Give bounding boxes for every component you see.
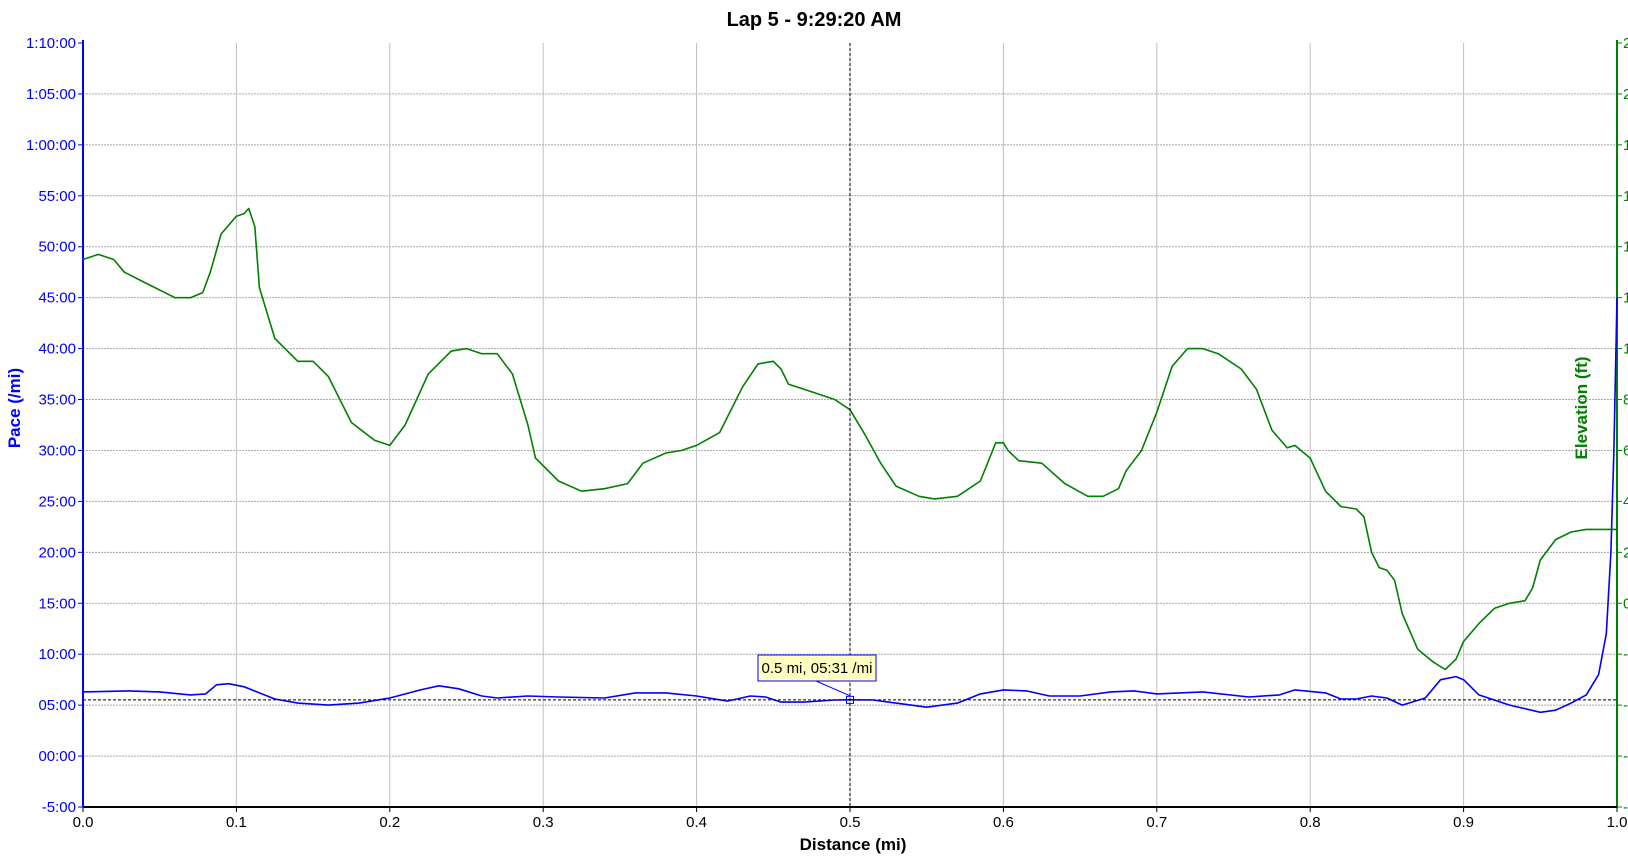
- x-tick-label: 0.8: [1300, 814, 1321, 831]
- x-tick-label: 0.9: [1453, 814, 1474, 831]
- x-tick-label: 0.5: [840, 814, 861, 831]
- left-axis-label: Pace (/mi): [5, 368, 24, 448]
- left-tick-label: 45:00: [38, 290, 76, 307]
- left-tick-label: 35:00: [38, 392, 76, 409]
- right-tick-label: 160: [1623, 188, 1628, 205]
- right-tick-label: -40: [1623, 697, 1628, 714]
- pace-line: [82, 297, 1618, 714]
- right-axis-label: Elevation (ft): [1572, 357, 1591, 460]
- series: [82, 207, 1618, 714]
- right-tick-label: 20: [1623, 544, 1628, 561]
- x-tick-label: 1.0: [1607, 814, 1628, 831]
- x-tick-label: 0.1: [226, 814, 247, 831]
- right-tick-label: 180: [1623, 137, 1628, 154]
- tooltip-box: [757, 654, 877, 682]
- x-tick-label: 0.3: [533, 814, 554, 831]
- left-tick-label: 50:00: [38, 239, 76, 256]
- right-tick-label: -20: [1623, 646, 1628, 663]
- right-tick-label: -60: [1623, 748, 1628, 765]
- right-tick-label: 140: [1623, 239, 1628, 256]
- left-tick-label: 30:00: [38, 442, 76, 459]
- right-tick-label: 80: [1623, 392, 1628, 409]
- chart-title: Lap 5 - 9:29:20 AM: [727, 9, 902, 31]
- right-tick-label: 0: [1623, 595, 1628, 612]
- x-tick-label: 0.0: [73, 814, 94, 831]
- cursor-marker: [846, 695, 854, 704]
- right-tick-label: 60: [1623, 442, 1628, 459]
- left-tick-label: 20:00: [38, 544, 76, 561]
- axes: 1:10:002201:05:002001:00:0018055:0016050…: [26, 35, 1628, 831]
- x-tick-label: 0.2: [379, 814, 400, 831]
- left-tick-label: 25:00: [38, 493, 76, 510]
- x-tick-label: 0.6: [993, 814, 1014, 831]
- left-tick-label: 40:00: [38, 341, 76, 358]
- left-tick-label: 00:00: [38, 748, 76, 765]
- cursor: 0.5 mi, 05:31 /mi: [83, 43, 1617, 807]
- right-tick-label: 40: [1623, 493, 1628, 510]
- tooltip-label: 0.5 mi, 05:31 /mi: [762, 660, 873, 677]
- left-tick-label: -5:00: [42, 799, 76, 816]
- right-tick-label: -80: [1623, 799, 1628, 816]
- left-tick-label: 1:05:00: [26, 86, 76, 103]
- left-tick-label: 1:10:00: [26, 35, 76, 52]
- x-tick-label: 0.4: [686, 814, 707, 831]
- left-tick-label: 1:00:00: [26, 137, 76, 154]
- right-tick-label: 200: [1623, 86, 1628, 103]
- right-tick-label: 100: [1623, 341, 1628, 358]
- x-tick-label: 0.7: [1146, 814, 1167, 831]
- elevation-line: [82, 207, 1617, 671]
- left-tick-label: 55:00: [38, 188, 76, 205]
- tooltip-pointer: [815, 680, 851, 697]
- right-tick-label: 120: [1623, 290, 1628, 307]
- left-tick-label: 10:00: [38, 646, 76, 663]
- right-tick-label: 220: [1623, 35, 1628, 52]
- left-tick-label: 15:00: [38, 595, 76, 612]
- left-tick-label: 05:00: [38, 697, 76, 714]
- x-axis-label: Distance (mi): [800, 835, 907, 854]
